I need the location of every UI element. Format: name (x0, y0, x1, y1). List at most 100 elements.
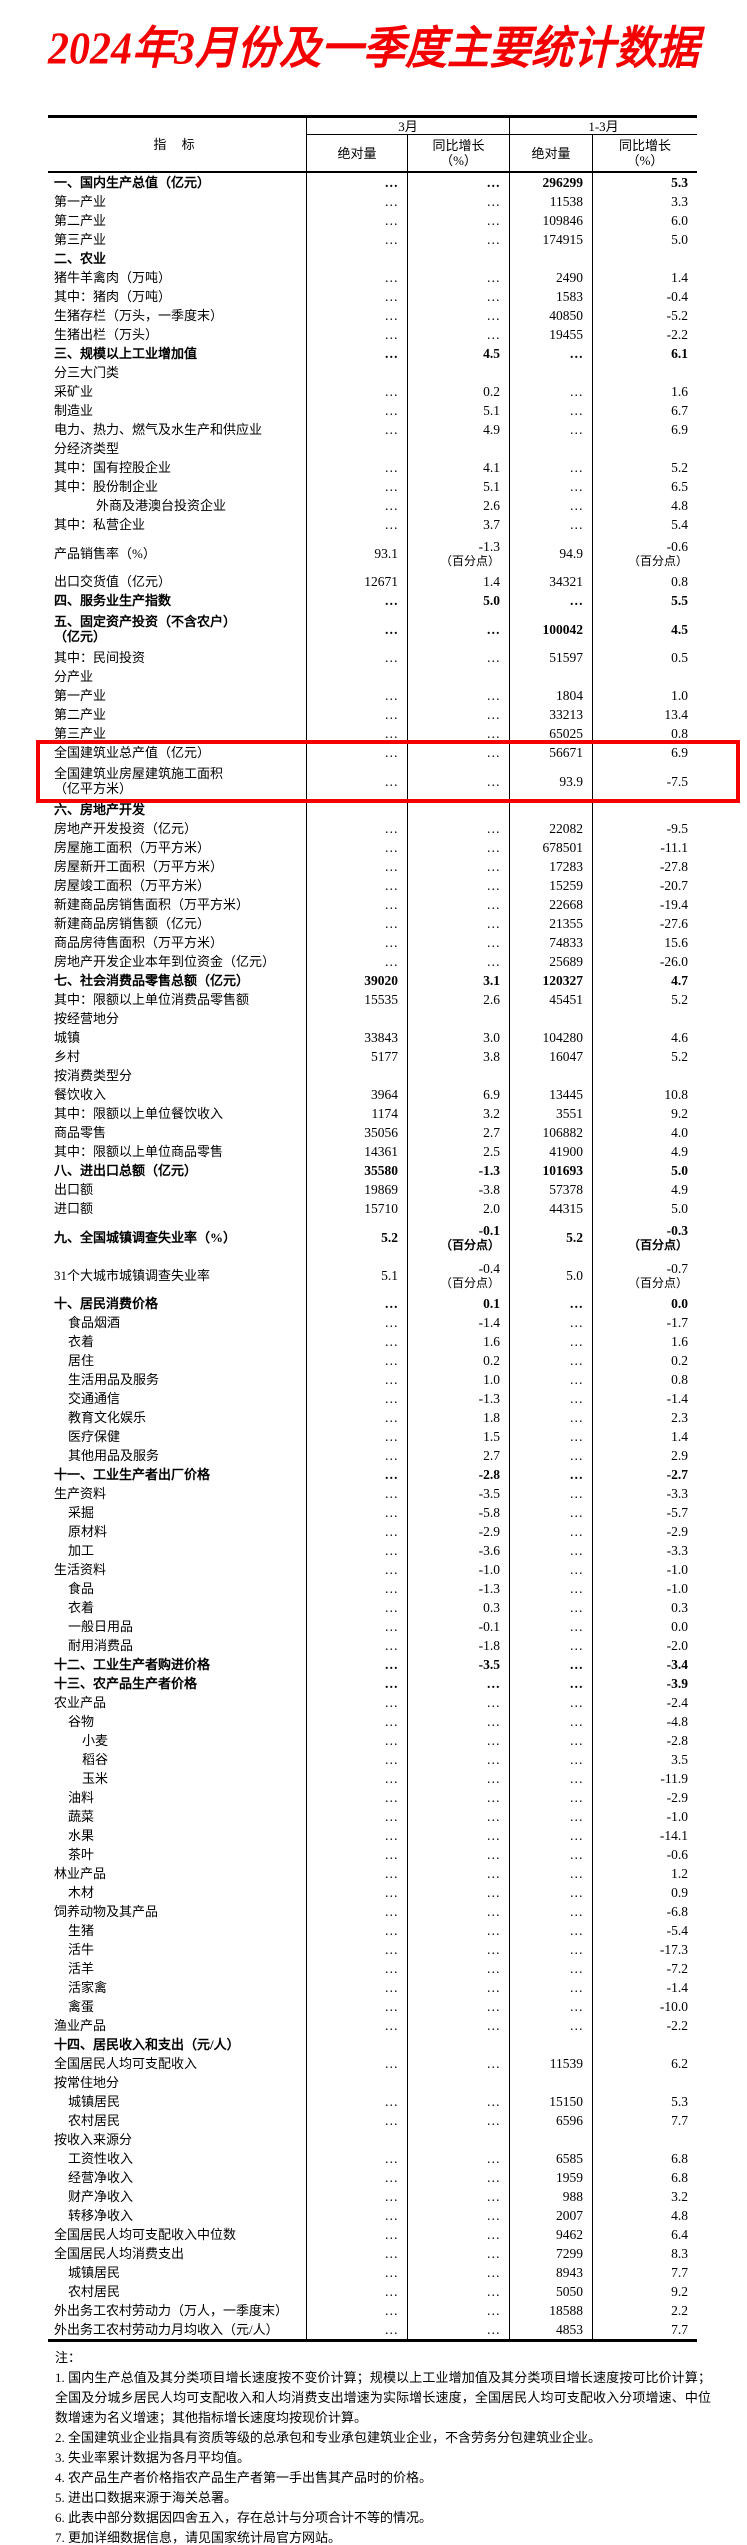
table-row: 采掘… -5.8… -5.7 (48, 1503, 697, 1522)
note-item: 3. 失业率累计数据为各月平均值。 (55, 2450, 251, 2465)
value-cell: 7299 (510, 2244, 593, 2263)
value-cell: 0.8 (671, 1372, 688, 1387)
header-quarter-yoy-line1: 同比增长 (618, 138, 671, 153)
value-cell: … (408, 1712, 510, 1731)
table-row: 活家禽……… -1.4 (48, 1978, 697, 1997)
value-cell: 6.0 (671, 213, 688, 228)
indicator-cell: 经营净收入 (48, 2168, 307, 2187)
value-cell: 15535 (307, 990, 408, 1009)
indicator-cell: 第三产业 (48, 230, 307, 249)
indicator-cell: 全国居民人均可支配收入中位数 (48, 2225, 307, 2244)
value-cell: 988 (510, 2187, 593, 2206)
value-cell: 4.8 (671, 2208, 688, 2223)
indicator-cell: 十二、工业生产者购进价格 (48, 1655, 307, 1674)
table-row: 房地产开发投资（亿元）…… 22082 -9.5 (48, 819, 697, 838)
value-cell: … (307, 1921, 408, 1940)
value-cell: … (307, 1636, 408, 1655)
value-cell: … (307, 1807, 408, 1826)
value-cell: -1.8 (408, 1636, 510, 1655)
indicator-cell: 第一产业 (48, 192, 307, 211)
value-cell (510, 2073, 593, 2092)
table-row: 城镇居民…… 8943 7.7 (48, 2263, 697, 2282)
table-row: 分三大门类 (48, 363, 697, 382)
value-cell: … (408, 1921, 510, 1940)
indicator-cell: 外商及港澳台投资企业 (48, 496, 307, 515)
value-cell: 1.4 (408, 572, 510, 591)
table-row: 生猪……… -5.4 (48, 1921, 697, 1940)
value-cell: 8943 (510, 2263, 593, 2282)
value-cell: 0.8 (671, 726, 688, 741)
value-cell (307, 800, 408, 819)
value-cell: 15710 (307, 1199, 408, 1218)
value-cell (510, 667, 593, 686)
table-row: 谷物……… -4.8 (48, 1712, 697, 1731)
value-cell: … (307, 1313, 408, 1332)
indicator-cell: 全国建筑业总产值（亿元） (48, 743, 307, 762)
table-row: 全国居民人均可支配收入…… 11539 6.2 (48, 2054, 697, 2073)
indicator-cell: 生猪 (48, 1921, 307, 1940)
value-cell: … (408, 686, 510, 705)
value-cell: 10.8 (664, 1087, 688, 1102)
value-cell: -27.8 (659, 859, 688, 874)
value-cell: … (307, 287, 408, 306)
value-cell: 3.2 (671, 2189, 688, 2204)
value-cell: 7.7 (671, 2322, 688, 2337)
indicator-cell: 食品 (48, 1579, 307, 1598)
table-row: 十一、工业生产者出厂价格… -2.8… -2.7 (48, 1465, 697, 1484)
value-cell: … (510, 1845, 593, 1864)
value-cell: 5.4 (671, 517, 688, 532)
value-cell: -1.3 (408, 1161, 510, 1180)
value-cell: … (307, 1560, 408, 1579)
value-cell: 40850 (510, 306, 593, 325)
value-cell: -3.5 (408, 1655, 510, 1674)
value-cell: -3.9 (666, 1676, 688, 1691)
value-cell: 41900 (510, 1142, 593, 1161)
value-cell: … (510, 382, 593, 401)
value-cell: … (408, 1864, 510, 1883)
value-cell (307, 249, 408, 268)
indicator-cell: 二、农业 (48, 249, 307, 268)
value-cell: … (307, 1351, 408, 1370)
indicator-cell: 油料 (48, 1788, 307, 1807)
value-cell: 5050 (510, 2282, 593, 2301)
value-cell: -2.9 (408, 1522, 510, 1541)
value-cell: 1.4 (671, 270, 688, 285)
value-cell: … (307, 1465, 408, 1484)
indicator-cell: 食品烟酒 (48, 1313, 307, 1332)
value-cell: 1.0 (408, 1370, 510, 1389)
value-cell: 2.7 (408, 1446, 510, 1465)
indicator-cell: 城镇居民 (48, 2092, 307, 2111)
value-cell (408, 2035, 510, 2054)
table-row: 第三产业…… 174915 5.0 (48, 230, 697, 249)
value-cell: … (307, 1503, 408, 1522)
indicator-cell: 其中：限额以上单位消费品零售额 (48, 990, 307, 1009)
value-cell: -2.7 (666, 1467, 688, 1482)
table-row: 林业产品……… 1.2 (48, 1864, 697, 1883)
value-cell: -1.3 (408, 1389, 510, 1408)
notes-section: 注： 1. 国内生产总值及其分类项目增长速度按不变价计算；规模以上工业增加值及其… (55, 2348, 711, 2545)
value-cell: 22082 (510, 819, 593, 838)
value-cell: 34321 (510, 572, 593, 591)
value-cell: … (307, 1978, 408, 1997)
indicator-cell: 十四、居民收入和支出（元/人） (48, 2035, 307, 2054)
indicator-cell: 八、进出口总额（亿元） (48, 1161, 307, 1180)
indicator-cell: 采掘 (48, 1503, 307, 1522)
value-cell: … (307, 306, 408, 325)
table-row: 全国建筑业总产值（亿元）…… 56671 6.9 (48, 743, 697, 762)
table-row: 加工… -3.6… -3.3 (48, 1541, 697, 1560)
value-cell: 9.2 (671, 1106, 688, 1121)
value-cell: … (307, 496, 408, 515)
value-cell: 7.7 (671, 2265, 688, 2280)
value-cell: 5.3 (671, 2094, 688, 2109)
value-cell: … (510, 1579, 593, 1598)
value-cell: 6.9 (671, 745, 688, 760)
value-cell (408, 1066, 510, 1085)
value-cell: … (408, 1807, 510, 1826)
value-cell: 5.2 (307, 1218, 408, 1256)
table-row: 外出务工农村劳动力（万人，一季度末）…… 18588 2.2 (48, 2301, 697, 2320)
value-cell: … (408, 2263, 510, 2282)
value-cell: 1174 (307, 1104, 408, 1123)
indicator-cell: 其中：股份制企业 (48, 477, 307, 496)
indicator-cell: 制造业 (48, 401, 307, 420)
notes-list: 1. 国内生产总值及其分类项目增长速度按不变价计算；规模以上工业增加值及其分类项… (55, 2368, 711, 2545)
